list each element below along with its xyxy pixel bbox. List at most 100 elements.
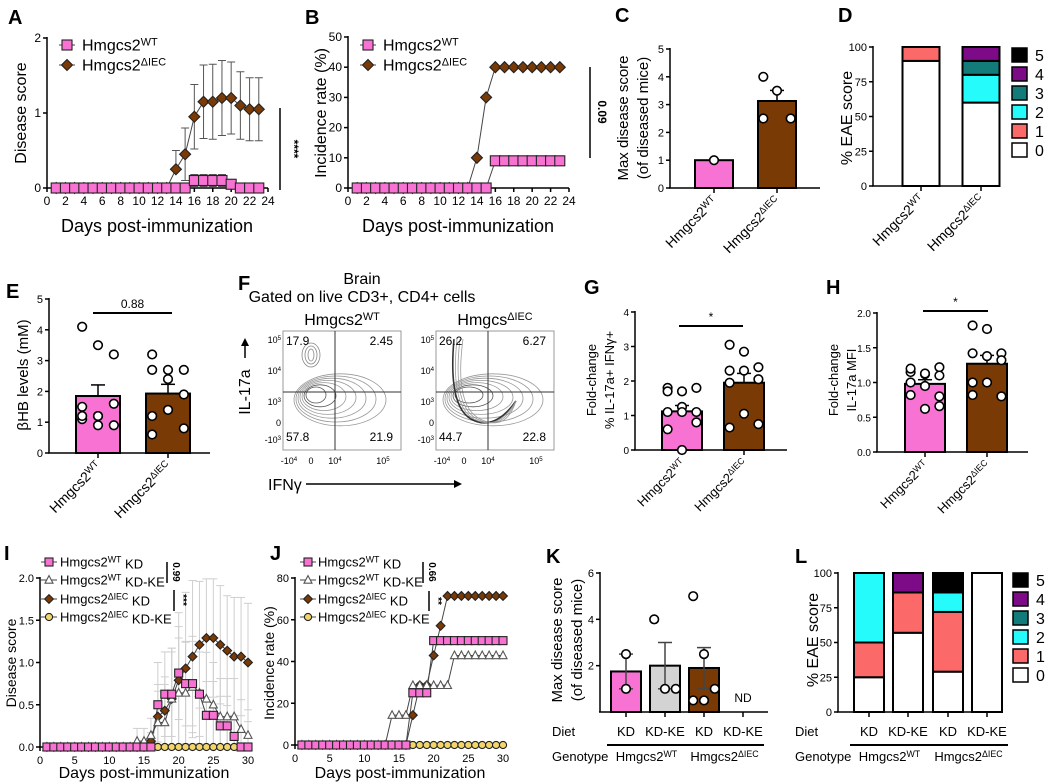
genotype-label: Hmgcs2WT bbox=[859, 749, 921, 764]
label-superscript: 5 bbox=[539, 456, 543, 463]
data-point bbox=[388, 182, 400, 194]
data-point bbox=[194, 639, 205, 650]
data-point bbox=[174, 668, 184, 678]
label-superscript: ΔIEC bbox=[961, 191, 985, 215]
y-tick-label: 50 bbox=[820, 638, 832, 650]
label-base: Hmgcs2 bbox=[46, 468, 94, 516]
label-base: Hmgcs2 bbox=[924, 206, 972, 254]
y-tick-label: 6 bbox=[588, 568, 594, 580]
stacked-segment-score-1 bbox=[853, 641, 885, 679]
data-point bbox=[691, 406, 702, 418]
legend-swatch bbox=[1011, 104, 1028, 120]
significance-label: 0.88 bbox=[121, 297, 145, 311]
data-point bbox=[188, 742, 197, 752]
y-axis-label: IL-17a MFI bbox=[844, 349, 859, 412]
data-point bbox=[153, 700, 163, 710]
data-point bbox=[470, 590, 481, 602]
data-point bbox=[498, 155, 511, 167]
y-tick-label: 75 bbox=[820, 603, 832, 615]
data-point bbox=[222, 645, 233, 656]
label-base: 10 bbox=[529, 456, 539, 466]
y-axis-label: Incidence rate (%) bbox=[261, 606, 277, 720]
data-point bbox=[225, 178, 237, 190]
x-tick-label: Hmgcs2WT bbox=[46, 458, 104, 516]
data-point bbox=[724, 339, 735, 350]
genotype-label: Hmgcs2ΔIEC bbox=[934, 749, 1003, 764]
label-base: Hmgcs2 bbox=[318, 610, 366, 625]
data-point bbox=[545, 155, 557, 167]
diet-label: KD bbox=[617, 724, 635, 739]
legend-swatch bbox=[1011, 85, 1028, 101]
x-tick-label: 8 bbox=[418, 194, 425, 208]
x-tick-label: 18 bbox=[206, 194, 220, 208]
label-base: Hmgcs2 bbox=[60, 573, 108, 588]
label-base: Hmgcs bbox=[457, 312, 507, 329]
label-base: Hmgcs2 bbox=[859, 749, 907, 764]
flow-x-tick-label: 104 bbox=[328, 456, 342, 466]
data-point bbox=[77, 321, 88, 332]
contour bbox=[452, 384, 494, 408]
data-point bbox=[416, 182, 428, 194]
data-point bbox=[457, 740, 466, 750]
panel-H: H 0.0 0.5 1.0 1.5 2.0 Fold-change IL-17a MFI Hmg… bbox=[826, 277, 1028, 516]
data-point bbox=[708, 155, 720, 166]
data-point bbox=[178, 389, 189, 400]
x-axis-label: Days post-immunization bbox=[315, 765, 486, 782]
data-point bbox=[620, 648, 632, 660]
panel-letter: B bbox=[305, 7, 319, 29]
data-point bbox=[934, 362, 945, 373]
label-base: Hmgcs2 bbox=[720, 208, 768, 256]
data-point bbox=[209, 742, 218, 752]
series-line bbox=[46, 671, 248, 748]
x-tick-label: 15 bbox=[393, 753, 405, 765]
significance-label: ** bbox=[432, 597, 443, 605]
label-base: Hmgcs2 bbox=[383, 58, 442, 75]
data-point bbox=[401, 709, 411, 719]
x-tick-label: Hmgcs2ΔIEC bbox=[111, 458, 174, 521]
label-base: Hmgcs2 bbox=[634, 465, 678, 509]
y-tick-label: 60 bbox=[277, 615, 289, 627]
data-point bbox=[379, 182, 391, 194]
data-point bbox=[691, 417, 702, 428]
y-tick-label: 0.0 bbox=[19, 742, 34, 754]
panel-letter: E bbox=[6, 281, 19, 303]
data-point bbox=[508, 155, 520, 167]
x-tick-label: 6 bbox=[400, 194, 407, 208]
y-tick-label: 100 bbox=[814, 568, 832, 580]
x-tick-label: 30 bbox=[497, 753, 509, 765]
legend-label: Hmgcs2WT KD-KE bbox=[60, 573, 165, 590]
data-point bbox=[484, 649, 495, 660]
data-point bbox=[491, 649, 501, 660]
flow-y-tick-label: 0 bbox=[429, 418, 434, 428]
flow-subtitle: Gated on live CD3+, CD4+ cells bbox=[249, 289, 476, 306]
data-point bbox=[981, 377, 993, 388]
label-base: 10 bbox=[268, 335, 278, 345]
contour bbox=[455, 338, 517, 424]
data-point bbox=[208, 632, 219, 644]
legend-marker bbox=[61, 39, 73, 51]
data-point bbox=[919, 403, 931, 415]
label-suffix: KD-KE bbox=[121, 574, 165, 589]
data-point bbox=[456, 649, 467, 660]
label-base: 0 bbox=[276, 418, 281, 428]
diet-label: KD-KE bbox=[967, 724, 1007, 739]
y-tick-label: 1 bbox=[37, 417, 43, 429]
series-line bbox=[56, 97, 259, 189]
x-tick-label: 5 bbox=[327, 753, 333, 765]
x-tick-label: 15 bbox=[138, 755, 150, 767]
contour bbox=[307, 348, 315, 362]
x-tick-label: 10 bbox=[103, 755, 115, 767]
data-point bbox=[253, 182, 265, 194]
label-base: Hmgcs2 bbox=[383, 38, 442, 55]
data-point bbox=[919, 368, 931, 379]
x-tick-label: 12 bbox=[452, 194, 466, 208]
data-point bbox=[676, 406, 688, 418]
data-point bbox=[124, 182, 136, 194]
x-tick-label: 25 bbox=[207, 755, 219, 767]
data-point bbox=[676, 444, 688, 456]
data-point bbox=[425, 182, 437, 194]
x-tick-label: 5 bbox=[72, 755, 78, 767]
data-point bbox=[662, 386, 673, 397]
data-point bbox=[147, 349, 158, 360]
